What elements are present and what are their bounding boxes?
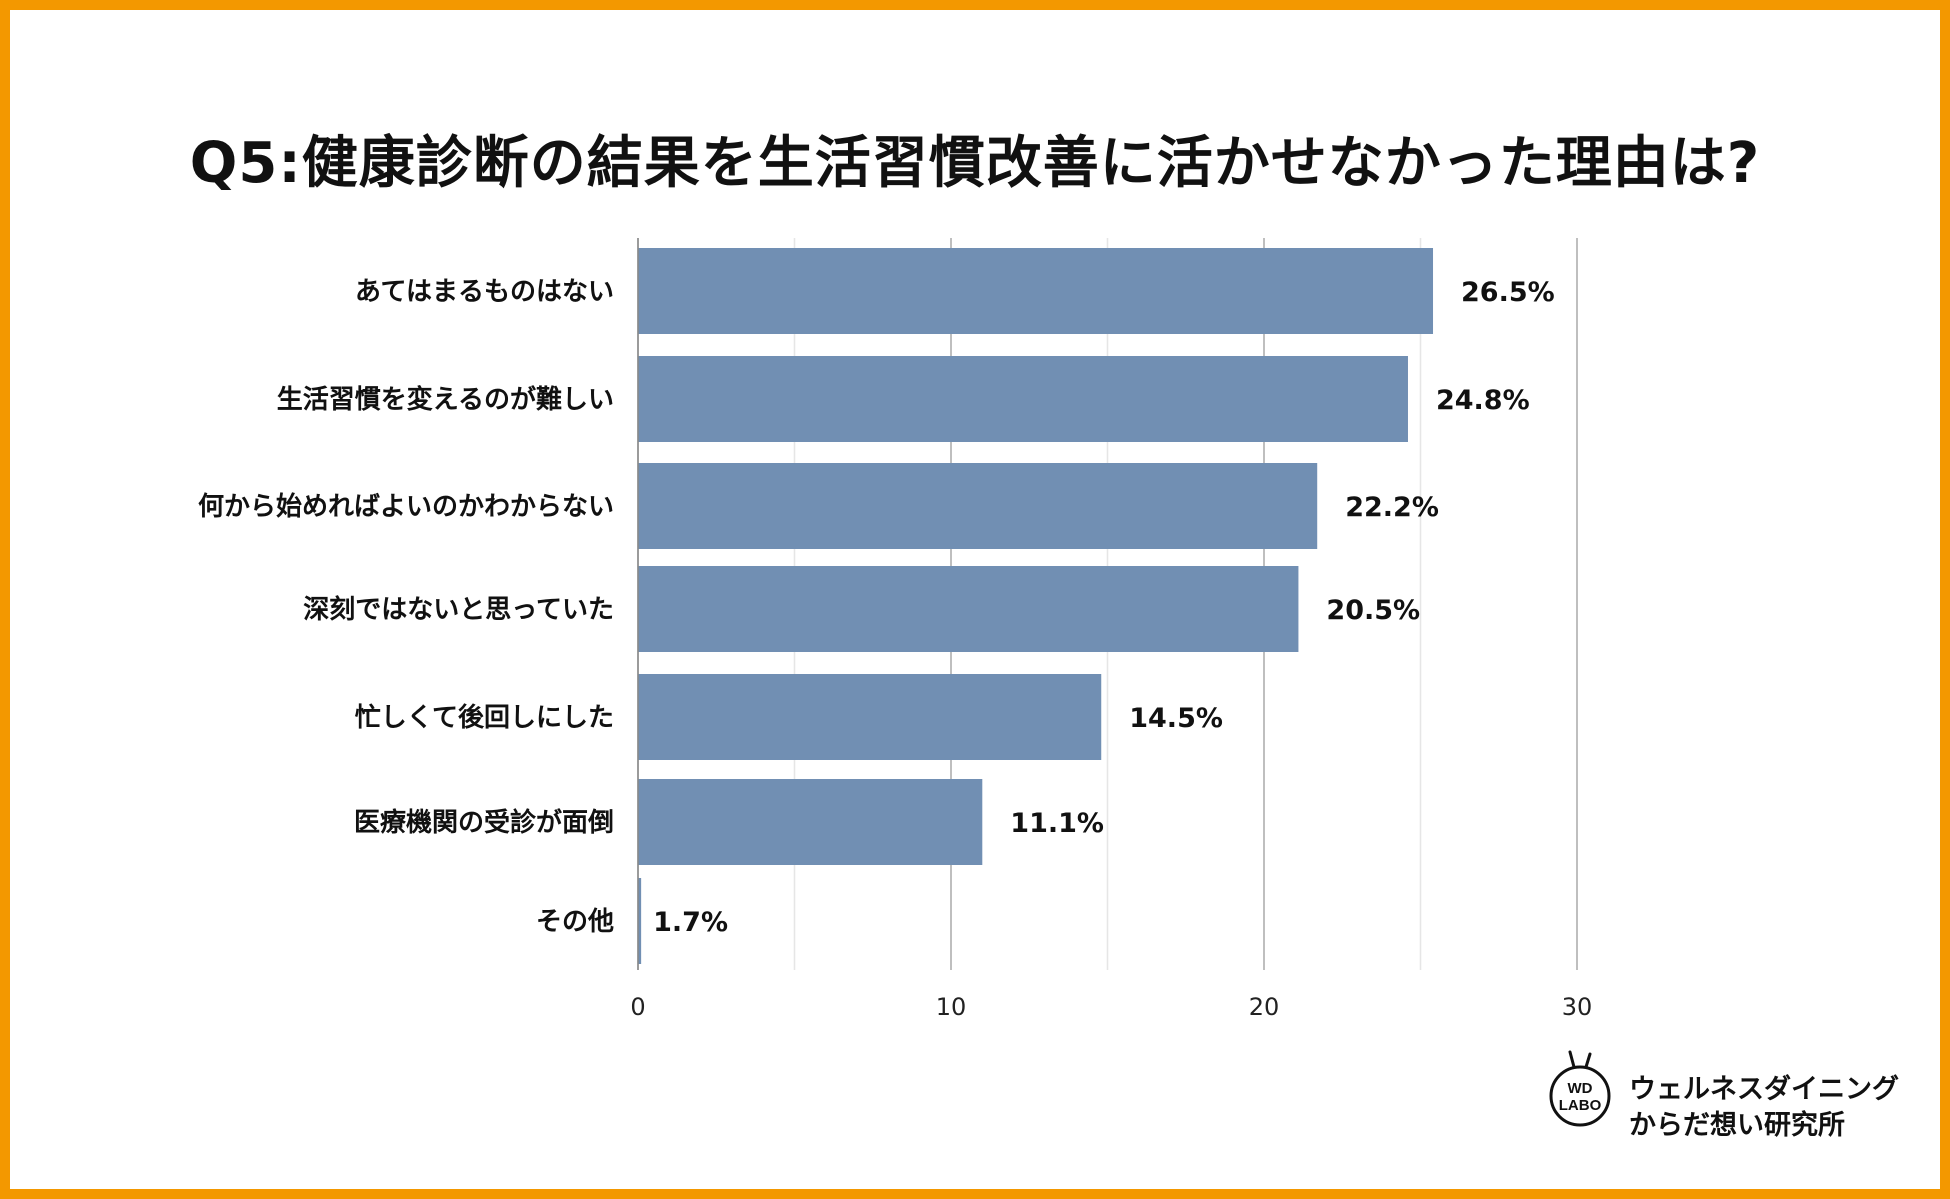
brand-name-line1: ウェルネスダイニング [1629, 1074, 1899, 1105]
logo-text-wd: WD [1568, 1080, 1593, 1097]
data-label: 26.5% [1461, 277, 1555, 308]
logo-text-labo: LABO [1559, 1097, 1602, 1114]
bar [638, 356, 1408, 442]
bar [638, 878, 642, 964]
category-label: 深刻ではないと思っていた [303, 594, 614, 625]
category-label: あてはまるものはない [355, 277, 614, 307]
data-label: 20.5% [1326, 595, 1420, 626]
bar [638, 674, 1102, 760]
bar [638, 463, 1318, 549]
x-tick-label: 10 [936, 993, 967, 1021]
category-label: 忙しくて後回しにした [355, 702, 614, 733]
category-label: 医療機関の受診が面倒 [354, 807, 614, 838]
brand-name-line2: からだ想い研究所 [1629, 1110, 1845, 1141]
wd-labo-logo: WD LABO [1549, 1050, 1611, 1127]
category-label: 何から始めればよいのかわからない [198, 492, 614, 522]
x-tick-label: 20 [1249, 993, 1280, 1021]
brand-name: ウェルネスダイニング からだ想い研究所 [1629, 1072, 1899, 1144]
x-tick-label: 30 [1562, 993, 1593, 1021]
data-label: 1.7% [653, 907, 728, 938]
data-label: 14.5% [1129, 703, 1223, 734]
bar [638, 248, 1434, 334]
category-label: 生活習慣を変えるのが難しい [277, 384, 614, 415]
category-label: その他 [536, 907, 614, 937]
data-label: 11.1% [1010, 808, 1104, 839]
x-tick-label: 0 [630, 993, 645, 1021]
data-label: 22.2% [1345, 492, 1439, 523]
bar [638, 779, 983, 865]
bar [638, 566, 1299, 652]
chart-title: Q5:健康診断の結果を生活習慣改善に活かせなかった理由は? [189, 131, 1761, 196]
data-label: 24.8% [1436, 385, 1530, 416]
